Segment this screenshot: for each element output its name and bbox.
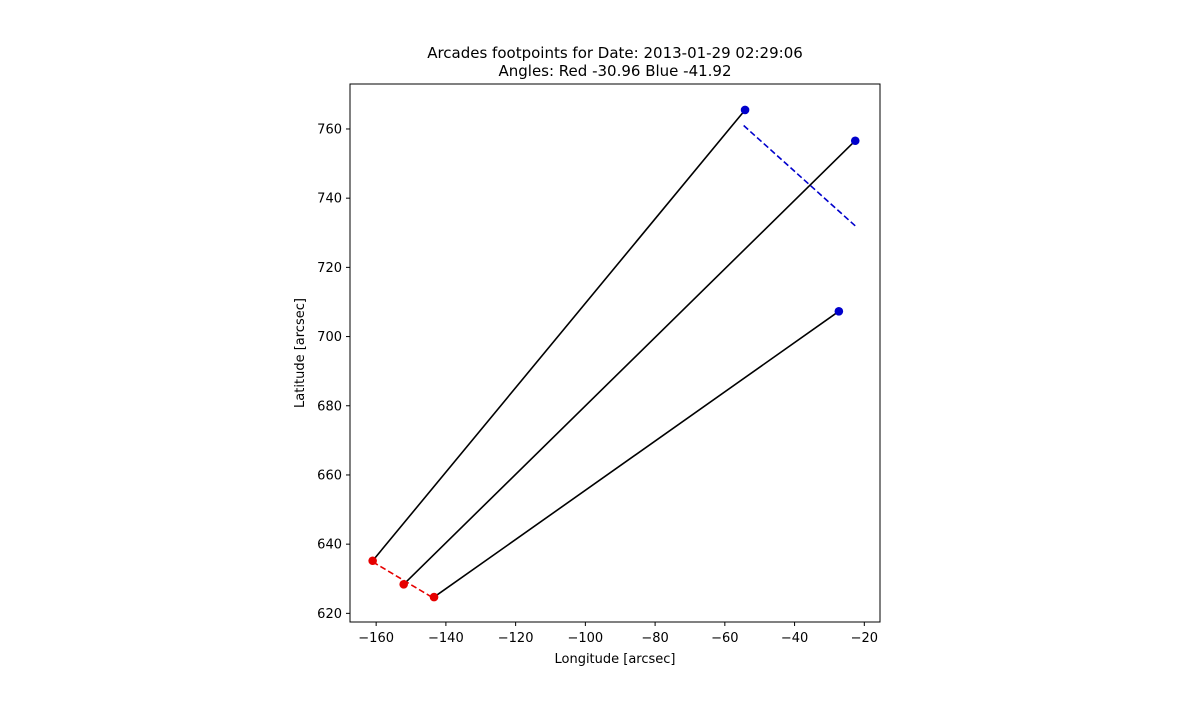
arcade-line (433, 310, 840, 598)
y-tick-label: 680 (317, 399, 342, 414)
chart-subtitle: Angles: Red -30.96 Blue -41.92 (498, 62, 731, 80)
blue-footpoint (834, 307, 844, 316)
y-tick-label: 740 (317, 192, 342, 207)
x-tick-label: −140 (428, 631, 464, 646)
x-tick-label: −120 (498, 631, 534, 646)
x-axis-label: Longitude [arcsec] (554, 652, 675, 667)
x-tick-label: −100 (568, 631, 604, 646)
blue-footpoint (740, 105, 750, 115)
y-axis-label: Latitude [arcsec] (293, 298, 308, 408)
red-footpoint (368, 556, 377, 566)
blue-fit-line (743, 124, 856, 227)
red-fit-line (372, 561, 435, 600)
plot-area: −160 −140 −120 −100 −80 −60 −40 −20 620 640 660 680… (317, 83, 881, 646)
x-tick-label: −20 (851, 631, 878, 646)
y-tick-label: 660 (317, 468, 342, 483)
y-tick-label: 640 (317, 538, 342, 553)
x-tick-label: −60 (711, 631, 738, 646)
arcade-line (403, 140, 856, 585)
y-tick-label: 620 (317, 607, 342, 622)
x-tick-label: −160 (358, 631, 394, 646)
x-tick-label: −40 (781, 631, 808, 646)
chart-title: Arcades footpoints for Date: 2013-01-29 … (427, 44, 803, 62)
y-tick-label: 760 (317, 122, 342, 137)
plot-frame (349, 83, 881, 623)
red-footpoint (429, 592, 439, 602)
blue-footpoint (850, 136, 860, 146)
x-tick-label: −80 (641, 631, 668, 646)
red-footpoint (399, 579, 408, 589)
arcade-line (372, 109, 746, 562)
y-tick-label: 720 (317, 261, 342, 276)
y-tick-label: 700 (317, 330, 342, 345)
